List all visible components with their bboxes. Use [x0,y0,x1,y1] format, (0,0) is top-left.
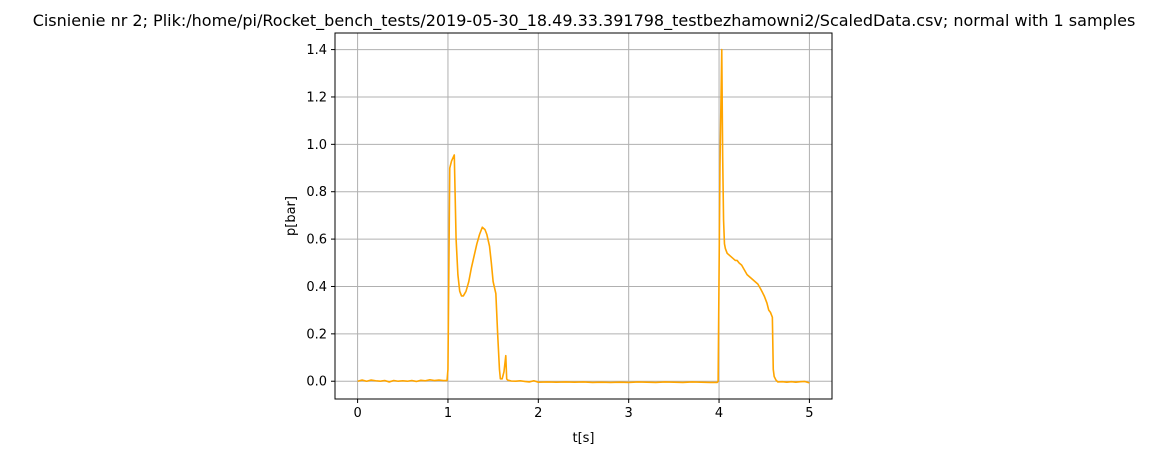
plot-area-frame [334,32,833,400]
y-tick-label: 1.2 [306,90,327,105]
y-axis-label: p[bar] [284,196,299,236]
y-tick-label: 0.0 [306,375,327,390]
y-tick-label: 0.4 [306,280,327,295]
series-layer [357,48,810,384]
y-tick-label: 0.2 [306,327,327,342]
x-tick-label: 3 [625,406,633,421]
x-tick-label: 2 [534,406,542,421]
y-tick-label: 0.8 [306,185,327,200]
x-tick-label: 5 [805,406,813,421]
chart-title: Cisnienie nr 2; Plik:/home/pi/Rocket_ben… [33,11,1136,31]
y-tick-label: 1.0 [306,138,327,153]
y-tick-label: 0.6 [306,233,327,248]
series-line-0 [357,48,810,384]
x-tick-label: 0 [353,406,361,421]
x-axis-label: t[s] [572,431,594,446]
axis-ticks: 0 1 2 3 4 5 0.0 0.2 0.4 0.6 0.8 1.0 1.2 1.4 [306,43,813,421]
y-tick-label: 1.4 [306,43,327,58]
x-tick-label: 4 [715,406,723,421]
x-tick-label: 1 [444,406,452,421]
